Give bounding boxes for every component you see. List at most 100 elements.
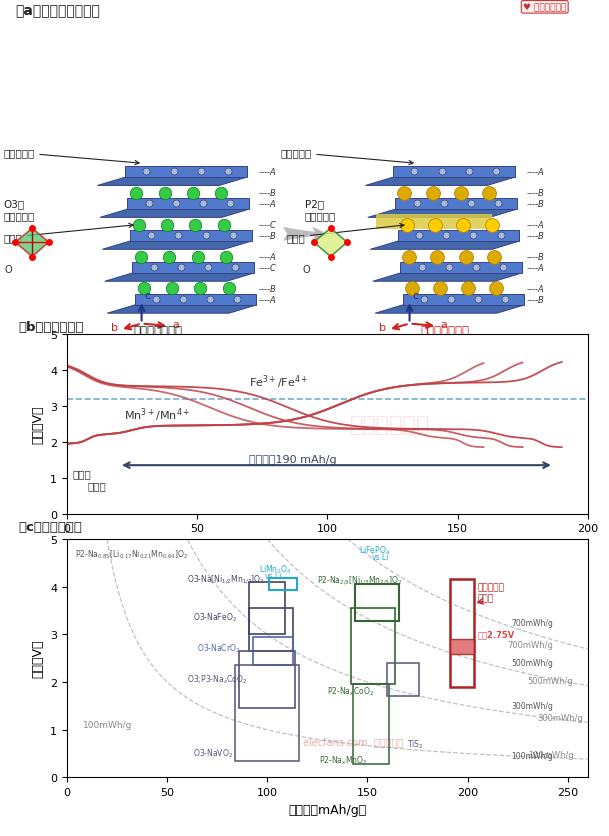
Bar: [449, 640, 474, 655]
Text: ----C: ----C: [259, 263, 276, 273]
Text: O3-NaCrO$_2$: O3-NaCrO$_2$: [197, 642, 241, 655]
Text: ----A: ----A: [527, 285, 544, 293]
Polygon shape: [15, 229, 49, 257]
Text: 原来的层状构造: 原来的层状构造: [134, 324, 183, 338]
Text: O3-Na[Ni$_{1/2}$Mn$_{1/2}$]O$_2$: O3-Na[Ni$_{1/2}$Mn$_{1/2}$]O$_2$: [187, 573, 265, 585]
Text: 钠离子: 钠离子: [3, 224, 133, 242]
Polygon shape: [130, 231, 252, 242]
Text: 300mWh/g: 300mWh/g: [538, 713, 583, 722]
Text: ----B: ----B: [527, 252, 544, 262]
Text: ----A: ----A: [527, 221, 544, 230]
Bar: [356, 584, 400, 621]
Bar: [353, 685, 389, 764]
Polygon shape: [395, 199, 517, 210]
Polygon shape: [107, 306, 256, 314]
Text: ----B: ----B: [259, 232, 276, 241]
Bar: [449, 579, 474, 687]
Text: ----C: ----C: [259, 221, 276, 230]
Text: a: a: [172, 319, 179, 329]
Text: 容量达到190 mAh/g: 容量达到190 mAh/g: [249, 454, 337, 464]
Polygon shape: [403, 294, 524, 306]
Polygon shape: [368, 210, 517, 218]
Text: ----A: ----A: [259, 252, 276, 262]
Polygon shape: [314, 229, 347, 257]
Text: 300mWh/g: 300mWh/g: [512, 701, 554, 711]
Text: ----B: ----B: [527, 200, 544, 209]
Text: O3-NaFeO$_2$: O3-NaFeO$_2$: [193, 611, 237, 624]
Text: O3-NaVO$_2$: O3-NaVO$_2$: [193, 747, 233, 760]
Text: elecfans.com  电子发烧友: elecfans.com 电子发烧友: [303, 737, 404, 747]
Text: （a）结晶构造的比较: （a）结晶构造的比较: [15, 4, 100, 18]
Text: O: O: [4, 265, 12, 275]
Text: 第五次: 第五次: [72, 468, 91, 478]
Bar: [376, 215, 492, 229]
Text: ----B: ----B: [259, 285, 276, 293]
Polygon shape: [398, 231, 519, 242]
Text: 此次发表的材料: 此次发表的材料: [420, 324, 469, 338]
Polygon shape: [125, 166, 247, 178]
Text: ----A: ----A: [259, 168, 276, 177]
Text: LiMn$_2$O$_4$: LiMn$_2$O$_4$: [259, 563, 292, 575]
X-axis label: 比容量（mAh/g）: 比容量（mAh/g）: [288, 539, 367, 553]
Text: 100mWh/g: 100mWh/g: [527, 750, 573, 759]
Y-axis label: 电压（V）: 电压（V）: [32, 640, 44, 677]
Text: O3型
（八面体）: O3型 （八面体）: [3, 199, 34, 221]
Text: $\mathrm{Mn^{3+}/Mn^{4+}}$: $\mathrm{Mn^{3+}/Mn^{4+}}$: [124, 405, 191, 423]
Text: ----B: ----B: [259, 189, 276, 198]
Bar: [351, 609, 395, 685]
Text: 700mWh/g: 700mWh/g: [512, 618, 554, 627]
Polygon shape: [127, 199, 249, 210]
Text: $\mathrm{Fe^{3+}/Fe^{4+}}$: $\mathrm{Fe^{3+}/Fe^{4+}}$: [249, 374, 309, 391]
Polygon shape: [100, 210, 249, 218]
Text: ----B: ----B: [527, 295, 544, 304]
Text: 500mWh/g: 500mWh/g: [512, 659, 554, 667]
Text: 此次发表的: 此次发表的: [477, 582, 504, 591]
Polygon shape: [97, 178, 247, 186]
Text: 第二次: 第二次: [88, 480, 107, 490]
Text: 700mWh/g: 700mWh/g: [507, 640, 554, 649]
Text: P2-Na$_{2/3}$[Ni$_{1/3}$Mn$_{2/3}$]O$_2$: P2-Na$_{2/3}$[Ni$_{1/3}$Mn$_{2/3}$]O$_2$: [317, 573, 403, 586]
Polygon shape: [370, 242, 519, 250]
Polygon shape: [365, 178, 515, 186]
Text: a: a: [440, 319, 447, 329]
Text: LiFePO$_4$: LiFePO$_4$: [359, 543, 390, 556]
Text: b: b: [111, 323, 118, 332]
Bar: [249, 582, 285, 635]
Text: ----A: ----A: [259, 200, 276, 209]
Text: P2-Na$_x$MnO$_2$: P2-Na$_x$MnO$_2$: [319, 753, 368, 766]
Text: ----B: ----B: [527, 232, 544, 241]
Text: vs.Li: vs.Li: [266, 571, 283, 580]
Text: 过渡金属层: 过渡金属层: [280, 149, 413, 166]
Text: 100mWh/g: 100mWh/g: [512, 752, 554, 761]
Text: 平均2.75V: 平均2.75V: [477, 630, 515, 639]
Polygon shape: [375, 306, 524, 314]
Polygon shape: [400, 263, 522, 273]
Text: （b）充放电特性: （b）充放电特性: [18, 320, 84, 334]
Text: 过渡金属层: 过渡金属层: [3, 149, 139, 166]
Text: P2-Na$_{0.85}$[Li$_{0.17}$Ni$_{0.21}$Mn$_{0.64}$]O$_2$: P2-Na$_{0.85}$[Li$_{0.17}$Ni$_{0.21}$Mn$…: [75, 548, 189, 561]
Polygon shape: [393, 166, 515, 178]
Text: （c）充放电特性: （c）充放电特性: [18, 520, 82, 533]
Text: ----A: ----A: [527, 263, 544, 273]
Text: ♥ 收集到我喜欢: ♥ 收集到我喜欢: [523, 3, 566, 13]
Text: O3;P3-Na$_x$CoO$_2$: O3;P3-Na$_x$CoO$_2$: [187, 673, 248, 686]
Bar: [253, 637, 294, 665]
Bar: [269, 579, 297, 591]
Text: c: c: [145, 290, 151, 300]
Text: P2-Na$_x$CoO$_2$: P2-Na$_x$CoO$_2$: [328, 685, 375, 697]
Bar: [239, 651, 295, 708]
Text: O: O: [303, 265, 311, 275]
Polygon shape: [373, 273, 522, 282]
Text: P2型
（三棱柱）: P2型 （三棱柱）: [304, 199, 336, 221]
Text: 钠离子: 钠离子: [286, 224, 404, 242]
Text: vs.Li: vs.Li: [371, 553, 389, 561]
Y-axis label: 电压（V）: 电压（V）: [32, 405, 44, 443]
Text: ----B: ----B: [527, 189, 544, 198]
Text: TiS$_2$: TiS$_2$: [407, 737, 424, 750]
Polygon shape: [132, 263, 254, 273]
Bar: [235, 665, 299, 761]
X-axis label: 比容量（mAh/g）: 比容量（mAh/g）: [288, 803, 367, 816]
Bar: [249, 609, 294, 651]
Text: 100mWh/g: 100mWh/g: [83, 721, 132, 730]
Polygon shape: [102, 242, 252, 250]
